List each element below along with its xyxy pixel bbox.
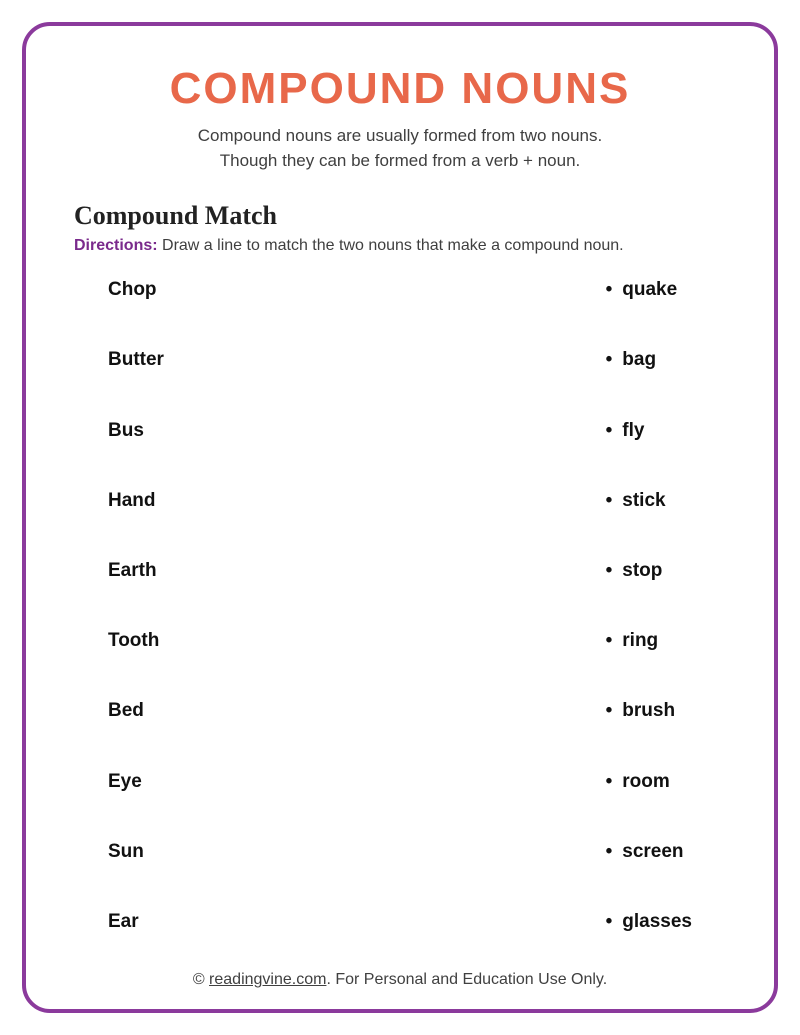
list-item: Ear xyxy=(108,911,164,933)
list-item: Earth xyxy=(108,560,164,582)
section-subheading: Compound Match xyxy=(74,201,726,231)
list-item: stop xyxy=(606,560,692,582)
list-item: room xyxy=(606,771,692,793)
list-item: Chop xyxy=(108,279,164,301)
list-item: Bus xyxy=(108,420,164,442)
list-item: Hand xyxy=(108,490,164,512)
left-column: Chop Butter Bus Hand Earth Tooth Bed Eye… xyxy=(108,279,164,963)
directions-text: Draw a line to match the two nouns that … xyxy=(158,237,624,254)
intro-line-2: Though they can be formed from a verb + … xyxy=(220,151,581,170)
right-column: quake bag fly stick stop ring brush room… xyxy=(606,279,692,963)
list-item: Butter xyxy=(108,349,164,371)
page-title: COMPOUND NOUNS xyxy=(74,64,726,114)
footer-link[interactable]: readingvine.com xyxy=(209,971,326,988)
list-item: stick xyxy=(606,490,692,512)
list-item: Tooth xyxy=(108,630,164,652)
directions: Directions: Draw a line to match the two… xyxy=(74,237,726,255)
match-area: Chop Butter Bus Hand Earth Tooth Bed Eye… xyxy=(74,279,726,963)
list-item: quake xyxy=(606,279,692,301)
list-item: fly xyxy=(606,420,692,442)
list-item: screen xyxy=(606,841,692,863)
list-item: Eye xyxy=(108,771,164,793)
list-item: glasses xyxy=(606,911,692,933)
list-item: brush xyxy=(606,700,692,722)
list-item: ring xyxy=(606,630,692,652)
list-item: Sun xyxy=(108,841,164,863)
footer-prefix: © xyxy=(193,971,209,988)
intro-line-1: Compound nouns are usually formed from t… xyxy=(198,126,602,145)
intro-text: Compound nouns are usually formed from t… xyxy=(74,124,726,173)
list-item: Bed xyxy=(108,700,164,722)
list-item: bag xyxy=(606,349,692,371)
footer: © readingvine.com. For Personal and Educ… xyxy=(74,963,726,989)
directions-label: Directions: xyxy=(74,237,158,254)
footer-suffix: . For Personal and Education Use Only. xyxy=(326,971,607,988)
worksheet-sheet: COMPOUND NOUNS Compound nouns are usuall… xyxy=(22,22,778,1013)
